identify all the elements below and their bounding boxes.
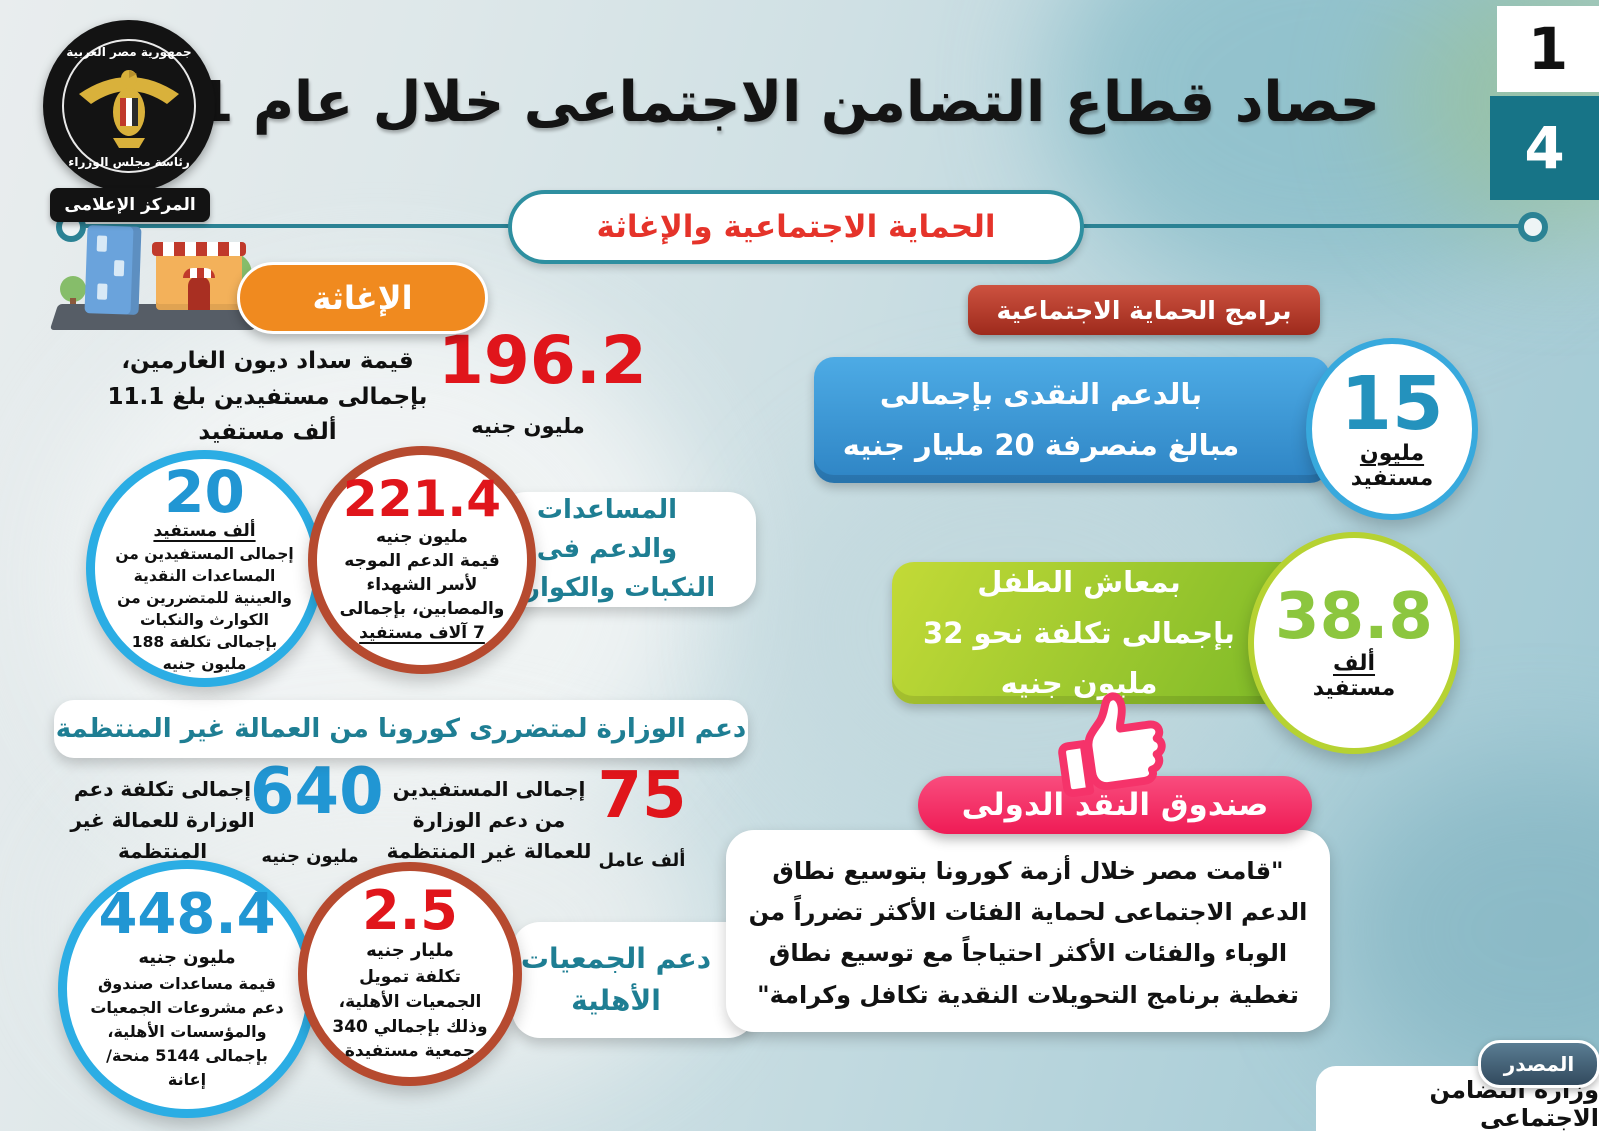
ngo-fund-value: 448.4 (98, 881, 276, 947)
page-number-top: 1 (1527, 15, 1569, 83)
page-number-tab-bottom: 4 (1490, 96, 1599, 200)
ngo-finance-value: 2.5 (362, 879, 458, 943)
cash-support-box: بالدعم النقدى بإجمالى مبالغ منصرفة 20 مل… (814, 357, 1330, 483)
child-beneficiaries-circle: 38.8 ألف مستفيد (1248, 532, 1460, 754)
imf-pill: صندوق النقد الدولى (918, 776, 1312, 834)
debt-stat-desc: قيمة سداد ديون الغارمين، بإجمالى مستفيدي… (107, 348, 428, 446)
covid-support-header-text: دعم الوزارة لمتضررى كورونا من العمالة غي… (55, 714, 747, 744)
shop-shape (152, 242, 246, 310)
covid-cost-unit: مليون جنيه (261, 846, 359, 867)
building-window (96, 283, 108, 300)
ngo-fund-desc: قيمة مساعدات صندوق دعم مشروعات الجمعيات … (90, 973, 284, 1089)
aid-circle-unit: ألف مستفيد (153, 520, 256, 541)
cash-support-text: بالدعم النقدى بإجمالى مبالغ منصرفة 20 مل… (842, 377, 1240, 462)
aid-circle-value: 20 (164, 457, 245, 526)
ngo-support-label: دعم الجمعيات الأهلية (512, 922, 756, 1038)
martyrs-circle-unit: مليون جنيه (376, 527, 468, 548)
ngo-fund-circle: 448.4 مليون جنيه قيمة مساعدات صندوق دعم … (58, 860, 316, 1118)
logo-eagle-icon: جمهورية مصر العربية رئاسة مجلس الوزراء (66, 45, 191, 170)
covid-workers-unit: ألف عامل (598, 850, 686, 871)
disasters-label: المساعدات والدعم فى النكبات والكوارث (498, 492, 756, 607)
cash-circle-unit1: مليون (1359, 441, 1425, 466)
child-pension-text: بمعاش الطفل بإجمالى تكلفة نحو 32 مليون ج… (923, 564, 1235, 701)
section-title-pill: الحماية الاجتماعية والإغاثة (508, 190, 1084, 264)
source-label: المصدر (1503, 1052, 1575, 1076)
shop-door-awning (183, 268, 215, 278)
covid-cost-value: 640 (250, 755, 384, 829)
relief-pill: الإغاثة (237, 262, 488, 334)
child-circle-value: 38.8 (1275, 580, 1433, 654)
martyrs-circle: 221.4 مليون جنيه قيمة الدعم الموجه لأسر … (308, 446, 536, 674)
ngo-fund-unit: مليون جنيه (138, 946, 236, 968)
covid-support-header: دعم الوزارة لمتضررى كورونا من العمالة غي… (54, 700, 748, 758)
thumbs-up-icon (1058, 692, 1166, 798)
cash-circle-unit2: مستفيد (1350, 466, 1434, 491)
page-number-bottom: 4 (1524, 114, 1565, 182)
cash-circle-value: 15 (1340, 361, 1444, 447)
section-title-text: الحماية الاجتماعية والإغاثة (596, 209, 996, 245)
logo-ring-bottom-text: رئاسة مجلس الوزراء (68, 155, 190, 170)
ngo-finance-unit: مليار جنيه (366, 940, 454, 962)
child-circle-unit2: مستفيد (1312, 676, 1396, 701)
disasters-label-text: المساعدات والدعم فى النكبات والكوارث (498, 495, 716, 603)
protection-programs-text: برامج الحماية الاجتماعية (996, 295, 1292, 325)
logo-banner: المركز الإعلامى (50, 188, 210, 222)
imf-quote-box: "قامت مصر خلال أزمة كورونا بتوسيع نطاق ا… (726, 830, 1330, 1032)
protection-programs-pill: برامج الحماية الاجتماعية (968, 285, 1320, 335)
child-circle-unit1: ألف (1333, 651, 1376, 676)
aid-circle: 20 ألف مستفيد إجمالى المستفيدين من المسا… (86, 450, 323, 687)
martyrs-circle-desc: قيمة الدعم الموجه لأسر الشهداء والمصابين… (339, 551, 505, 619)
cash-beneficiaries-circle: 15 مليون مستفيد (1306, 338, 1478, 520)
logo-ring-top-text: جمهورية مصر العربية (66, 45, 191, 60)
aid-circle-desc: إجمالى المستفيدين من المساعدات النقدية و… (115, 544, 294, 673)
source-pill: المصدر (1478, 1040, 1599, 1088)
covid-cost-desc: إجمالى تكلفة دعم الوزارة للعمالة غير الم… (70, 777, 255, 863)
martyrs-circle-value: 221.4 (342, 470, 502, 529)
building-window (113, 260, 125, 277)
debt-stat-value: 196.2 (438, 322, 647, 399)
shop-awning (152, 242, 246, 256)
building-shape (84, 225, 142, 315)
ngo-support-label-text: دعم الجمعيات الأهلية (520, 942, 712, 1017)
imf-pill-text: صندوق النقد الدولى (961, 787, 1269, 823)
logo-banner-text: المركز الإعلامى (64, 195, 196, 215)
page-title: حصاد قطاع التضامن الاجتماعى خلال عام 202… (78, 70, 1380, 135)
government-logo: جمهورية مصر العربية رئاسة مجلس الوزراء ا… (38, 20, 220, 226)
tree-icon (60, 276, 86, 302)
logo-inner-ring (62, 39, 196, 173)
building-window (96, 235, 108, 252)
page-number-tab-top: 1 (1497, 6, 1599, 92)
martyrs-circle-desc-tail: 7 آلاف مستفيد (359, 622, 485, 643)
covid-workers-desc: إجمالى المستفيدين من دعم الوزارة للعمالة… (386, 777, 592, 863)
debt-stat-unit: مليون جنيه (471, 414, 585, 438)
connector-ring-right-icon (1518, 212, 1548, 242)
covid-workers-value: 75 (597, 759, 687, 833)
ngo-finance-circle: 2.5 مليار جنيه تكلفة تمويل الجمعيات الأه… (298, 862, 522, 1086)
shop-door (183, 268, 215, 310)
city-illustration (49, 216, 264, 330)
ngo-finance-desc: تكلفة تمويل الجمعيات الأهلية، وذلك بإجما… (332, 967, 488, 1062)
imf-quote-text: "قامت مصر خلال أزمة كورونا بتوسيع نطاق ا… (748, 856, 1308, 1009)
relief-pill-text: الإغاثة (312, 279, 413, 317)
child-pension-box: بمعاش الطفل بإجمالى تكلفة نحو 32 مليون ج… (892, 562, 1312, 704)
